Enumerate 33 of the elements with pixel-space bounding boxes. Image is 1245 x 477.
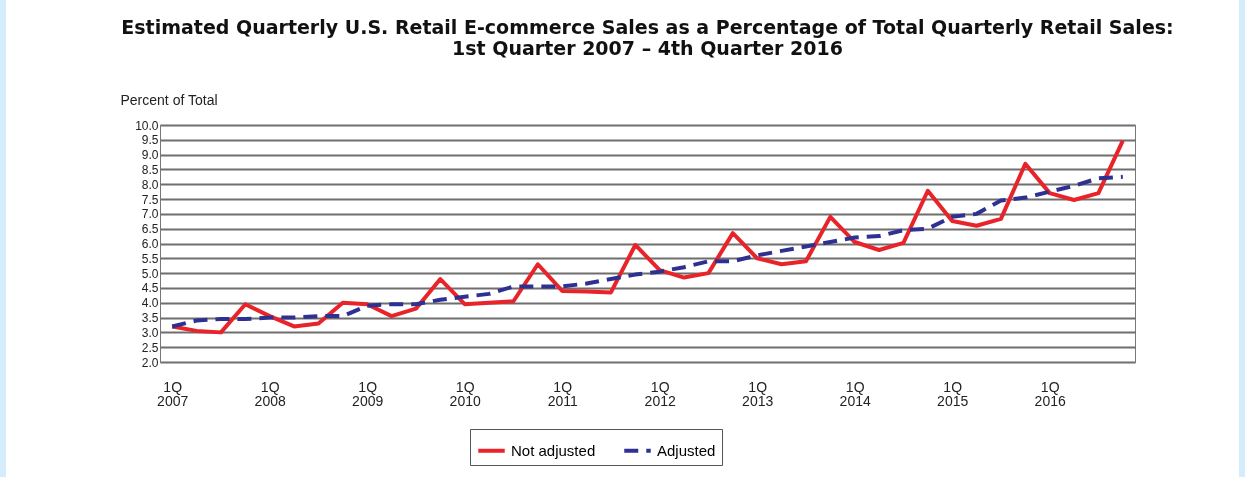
x-tick-label: 1Q 2012 bbox=[644, 378, 676, 409]
y-tick-label: 5.0 bbox=[141, 266, 159, 281]
x-tick-label: 1Q 2014 bbox=[839, 378, 871, 409]
x-tick-label: 1Q 2009 bbox=[352, 378, 384, 409]
y-tick-label: 8.0 bbox=[141, 177, 159, 192]
y-tick-label: 7.5 bbox=[141, 192, 159, 207]
y-tick-label: 4.0 bbox=[141, 296, 159, 311]
x-tick-label: 1Q 2010 bbox=[449, 378, 481, 409]
y-tick-label: 8.5 bbox=[141, 162, 159, 177]
y-tick-label: 6.5 bbox=[141, 222, 159, 237]
y-tick-label: 2.0 bbox=[141, 355, 159, 370]
y-tick-label: 9.5 bbox=[141, 133, 159, 148]
y-tick-label: 3.5 bbox=[141, 311, 159, 326]
line-series bbox=[170, 174, 1125, 329]
legend-label: Not adjusted bbox=[511, 441, 596, 459]
y-tick-label: 2.5 bbox=[141, 340, 159, 355]
x-tick-label: 1Q 2016 bbox=[1034, 378, 1066, 409]
x-tick-label: 1Q 2011 bbox=[547, 378, 578, 409]
x-tick-label: 1Q 2008 bbox=[254, 378, 286, 409]
line-series bbox=[170, 138, 1125, 335]
y-tick-label: 6.0 bbox=[141, 237, 159, 251]
y-tick-label: 7.0 bbox=[141, 207, 159, 222]
legend-label: Adjusted bbox=[657, 441, 716, 459]
y-tick-label: 5.5 bbox=[141, 251, 159, 266]
x-tick-label: 1Q 2015 bbox=[937, 378, 969, 409]
y-tick-label: 9.0 bbox=[141, 148, 159, 163]
y-tick-label: 3.0 bbox=[141, 325, 159, 340]
chart-title: Estimated Quarterly U.S. Retail E-commerce Sales as a Percentage of Total Quarterly Retail Sales: 1st Quarter 2007 – 4th Quarter 2016 bbox=[121, 16, 1174, 59]
y-axis-title: Percent of Total bbox=[120, 91, 218, 108]
y-tick-label: 4.5 bbox=[141, 281, 159, 296]
y-tick-label: 10.0 bbox=[135, 118, 159, 133]
x-tick-label: 1Q 2013 bbox=[742, 378, 774, 409]
x-tick-label: 1Q 2007 bbox=[157, 378, 189, 409]
